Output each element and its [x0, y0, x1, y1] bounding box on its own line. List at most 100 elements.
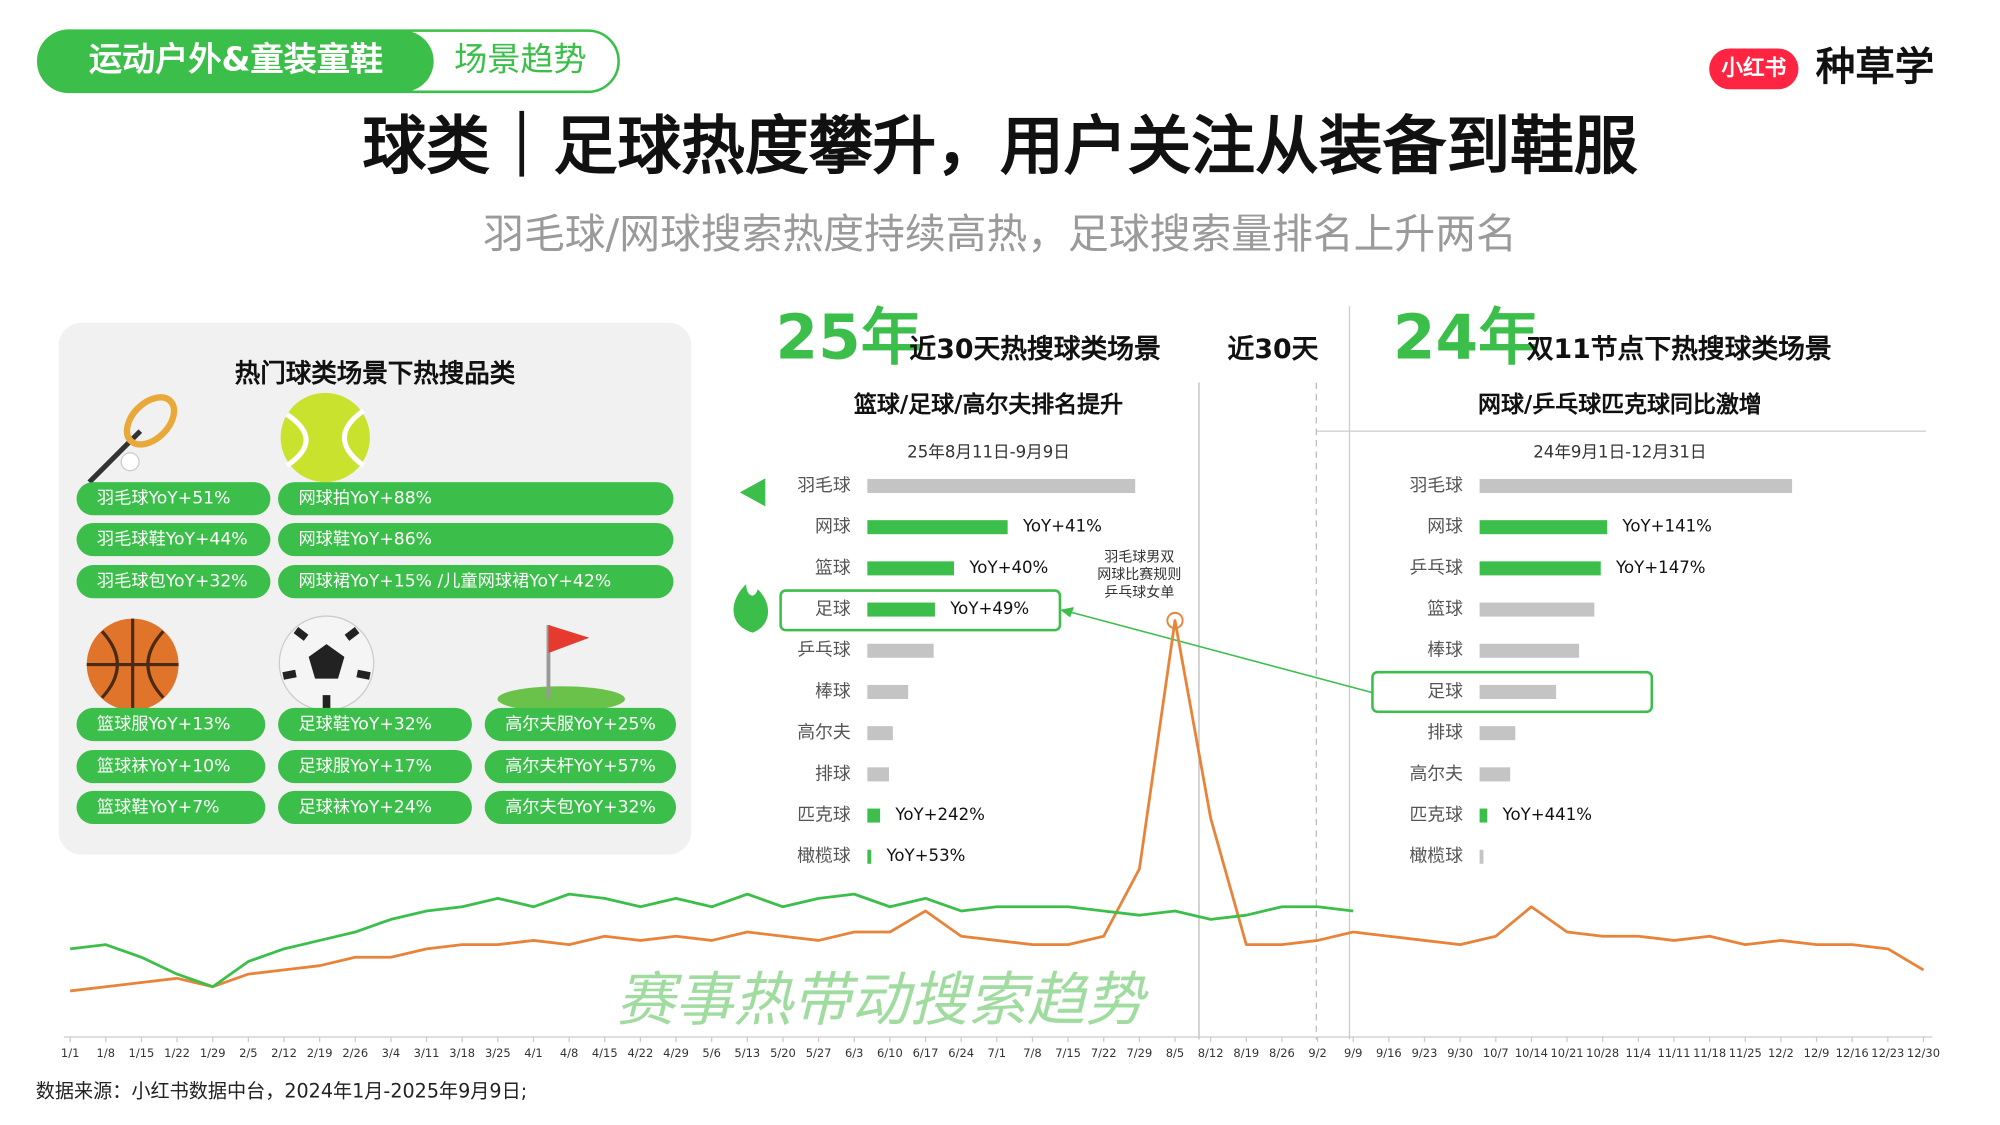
category-label: 排球: [1427, 722, 1463, 743]
x-tick-label: 2/19: [307, 1046, 333, 1060]
x-tick-label: 2/26: [342, 1046, 368, 1060]
x-tick-label: 9/9: [1344, 1046, 1362, 1060]
x-tick-label: 5/20: [770, 1046, 796, 1060]
tag: 运动户外&童装童鞋: [89, 40, 383, 79]
category-label: 匹克球: [1409, 805, 1463, 826]
pill: [76, 522, 271, 557]
annotation: 乒乓球女单: [1104, 584, 1174, 601]
pill-label: 高尔夫包YoY+32%: [505, 797, 656, 817]
category-label: 篮球: [1427, 599, 1463, 620]
bar: [867, 726, 893, 741]
category-label: 棒球: [815, 681, 851, 702]
category-label: 棒球: [1427, 640, 1463, 661]
x-tick-label: 9/16: [1376, 1046, 1402, 1060]
yoy-label: YoY+53%: [885, 846, 965, 865]
footer: 数据来源：小红书数据中台，2024年1月-2025年9月9日;: [36, 1079, 527, 1102]
x-tick-label: 4/29: [663, 1046, 689, 1060]
x-tick-label: 8/26: [1269, 1046, 1295, 1060]
x-tick-label: 1/22: [164, 1046, 190, 1060]
x-tick-label: 9/23: [1412, 1046, 1438, 1060]
pill: [278, 790, 472, 824]
bar: [867, 643, 934, 658]
pill: [278, 482, 674, 516]
x-tick-label: 4/22: [628, 1046, 654, 1060]
year: 25年: [776, 302, 922, 373]
arrow-icon: [739, 478, 766, 507]
bar: [867, 602, 935, 617]
pill-label: 网球裙YoY+15% /儿童网球裙YoY+42%: [298, 572, 611, 592]
category-label: 排球: [815, 763, 851, 784]
connector-head: [1059, 607, 1074, 618]
bar: [867, 808, 881, 823]
period: 近30天: [1228, 334, 1319, 365]
category-label: 羽毛球: [797, 475, 851, 496]
x-tick-label: 8/12: [1198, 1046, 1224, 1060]
x-tick-label: 3/11: [414, 1046, 440, 1060]
date-range: 25年8月11日-9月9日: [907, 442, 1070, 461]
pill-label: 高尔夫杆YoY+57%: [505, 757, 656, 777]
pill-label: 篮球服YoY+13%: [97, 714, 231, 734]
x-tick-label: 2/12: [271, 1046, 297, 1060]
x-tick-label: 12/23: [1871, 1046, 1904, 1060]
highlight: [779, 589, 1062, 632]
x-tick-label: 3/18: [449, 1046, 475, 1060]
pill-label: 羽毛球包YoY+32%: [97, 572, 248, 592]
yoy-label: YoY+40%: [968, 558, 1048, 577]
x-tick-label: 11/18: [1693, 1046, 1726, 1060]
bar: [1479, 808, 1488, 823]
x-tick-label: 8/5: [1166, 1046, 1184, 1060]
category-label: 羽毛球: [1409, 475, 1463, 496]
x-tick-label: 4/8: [560, 1046, 578, 1060]
pill: [76, 482, 271, 516]
section: 场景趋势: [454, 40, 587, 79]
logo-pill: [1709, 48, 1799, 90]
bar: [867, 767, 890, 782]
x-tick-label: 7/8: [1023, 1046, 1041, 1060]
category-label: 网球: [815, 516, 851, 537]
pill: [76, 707, 266, 742]
pill: [76, 790, 266, 824]
trend-line: [69, 619, 1925, 993]
x-tick-label: 4/15: [592, 1046, 618, 1060]
x-tick-label: 12/30: [1907, 1046, 1940, 1060]
x-tick-label: 7/15: [1055, 1046, 1081, 1060]
category-label: 橄榄球: [797, 846, 851, 867]
pill: [278, 522, 674, 557]
pill-label: 网球拍YoY+88%: [298, 489, 432, 509]
x-tick-label: 7/22: [1091, 1046, 1117, 1060]
trend-line: [69, 892, 1354, 989]
category-label: 乒乓球: [1409, 557, 1463, 578]
yoy-label: YoY+441%: [1502, 805, 1592, 824]
x-tick-label: 6/3: [845, 1046, 863, 1060]
year: 24年: [1393, 302, 1539, 373]
x-tick-label: 12/9: [1804, 1046, 1830, 1060]
pill: [76, 565, 271, 599]
x-tick-label: 2/5: [239, 1046, 257, 1060]
x-tick-label: 7/29: [1126, 1046, 1152, 1060]
x-tick-label: 1/1: [61, 1046, 79, 1060]
x-tick-label: 6/24: [948, 1046, 974, 1060]
title: 球类｜足球热度攀升，用户关注从装备到鞋服: [362, 110, 1638, 184]
flame-icon: [733, 584, 769, 633]
connector: [1066, 610, 1373, 694]
pill-label: 足球袜YoY+24%: [298, 797, 432, 817]
tag-pill: [38, 30, 434, 92]
bar: [1479, 643, 1580, 658]
bar: [1479, 726, 1516, 741]
logo: 小红书: [1721, 55, 1786, 81]
pill: [76, 750, 266, 784]
category-label: 高尔夫: [797, 722, 851, 743]
x-tick-label: 3/4: [382, 1046, 400, 1060]
pill: [484, 750, 677, 784]
pill-label: 高尔夫服YoY+25%: [505, 714, 656, 734]
bar: [867, 684, 909, 699]
x-tick-label: 10/7: [1483, 1046, 1509, 1060]
pill: [278, 750, 472, 784]
overlay-text: 赛事热带动搜索趋势: [616, 966, 1149, 1034]
pill: [278, 565, 674, 599]
bar: [1479, 602, 1595, 617]
bar: [1479, 767, 1511, 782]
x-tick-label: 1/15: [129, 1046, 155, 1060]
category-label: 乒乓球: [797, 640, 851, 661]
x-tick-label: 1/8: [97, 1046, 115, 1060]
